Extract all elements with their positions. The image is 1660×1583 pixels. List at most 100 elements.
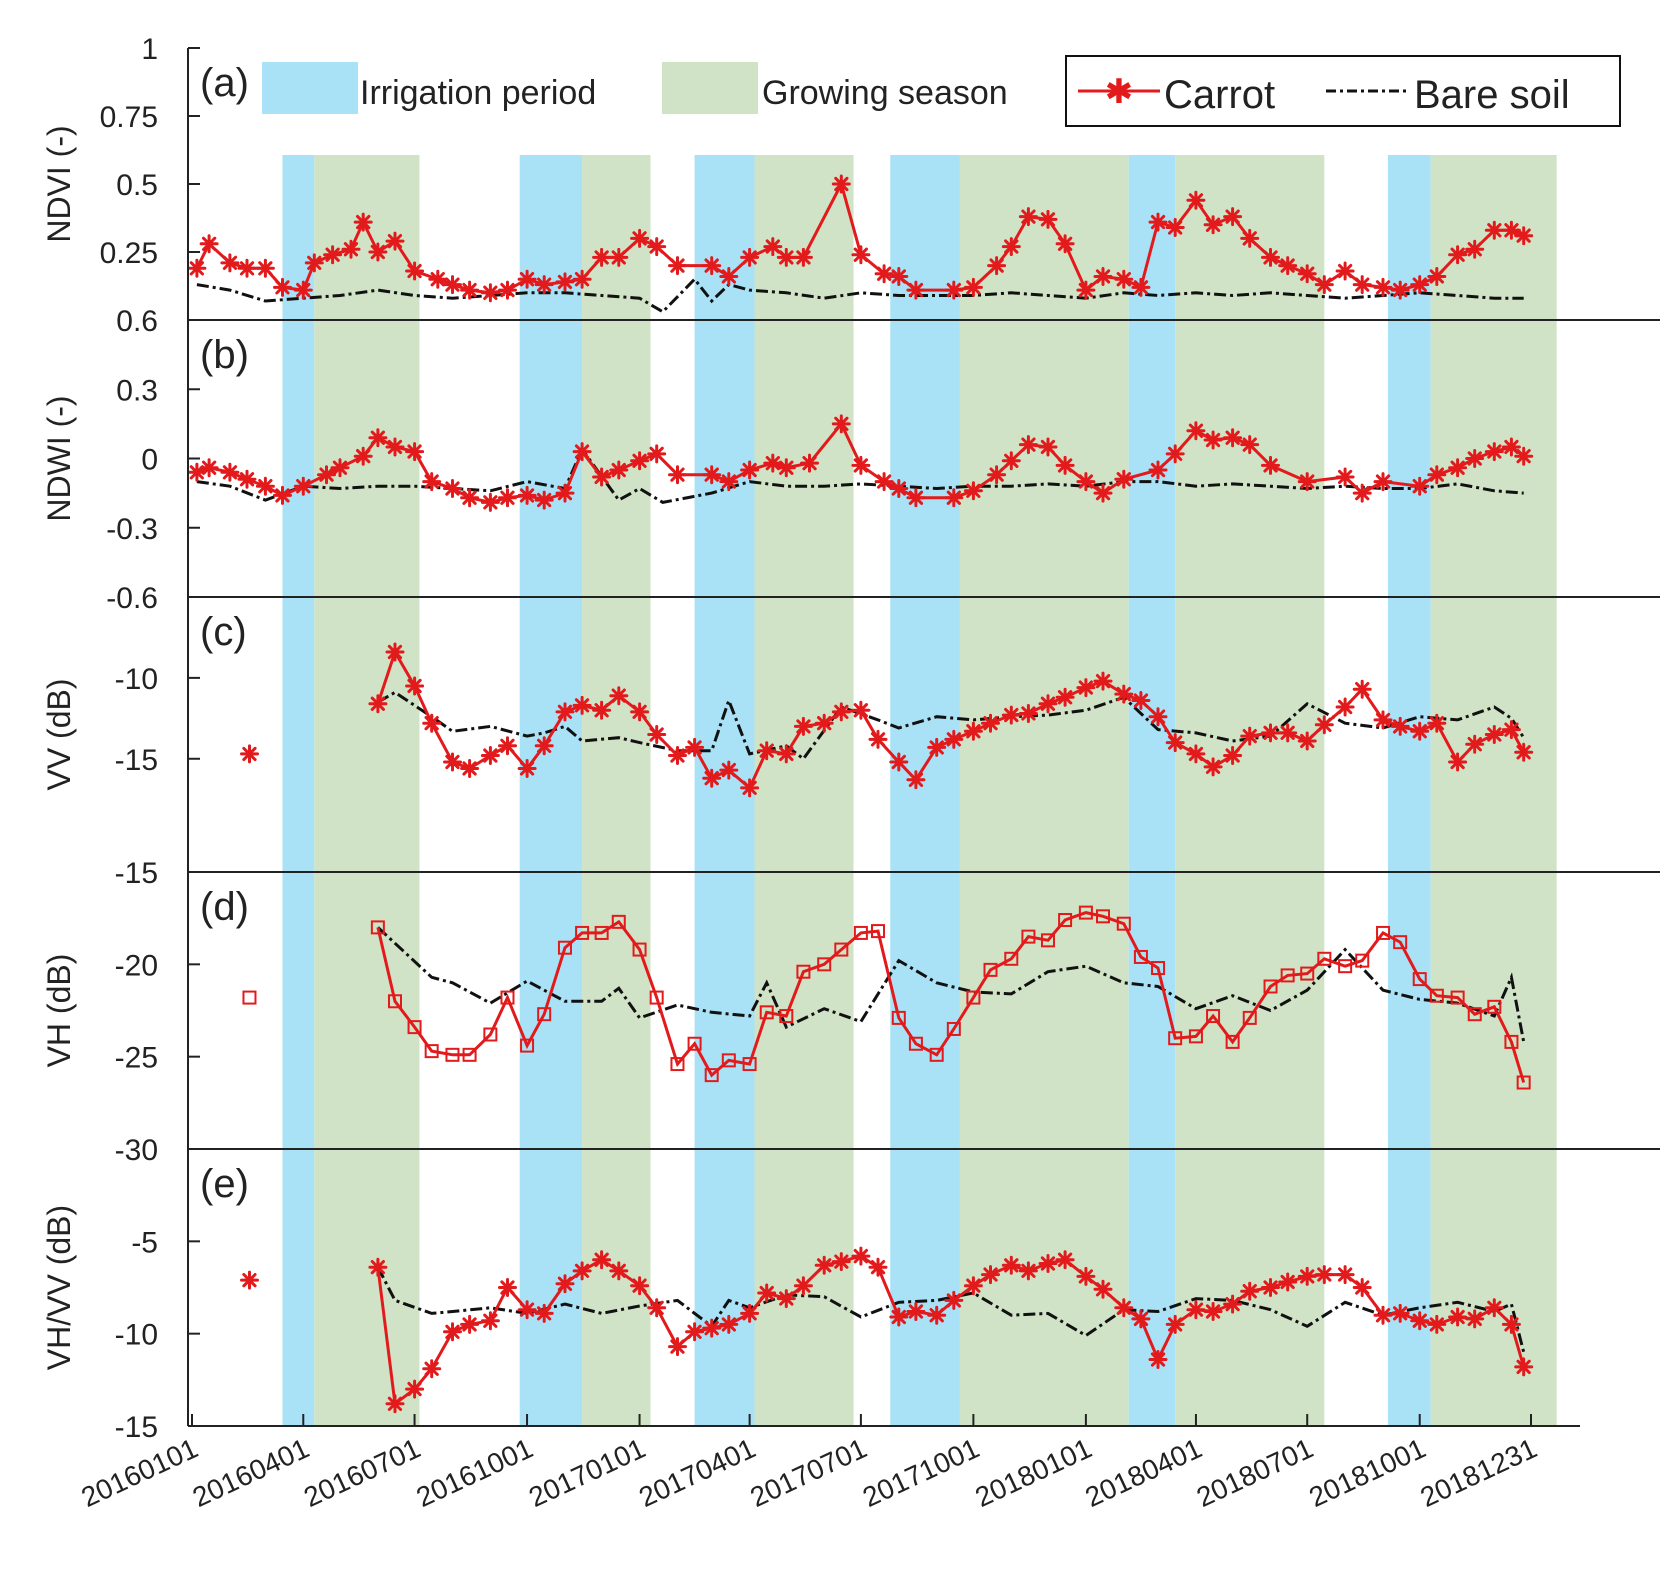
carrot-point <box>647 444 667 464</box>
carrot-point <box>220 462 240 482</box>
carrot-point <box>1114 269 1134 289</box>
carrot-point <box>1376 925 1391 940</box>
carrot-point <box>1018 207 1038 227</box>
carrot-point <box>609 247 629 267</box>
carrot-point <box>649 990 664 1005</box>
carrot-point <box>609 460 629 480</box>
carrot-point <box>630 228 650 248</box>
carrot-point <box>981 713 1000 733</box>
carrot-point <box>293 280 313 300</box>
carrot-point <box>1203 1302 1223 1321</box>
carrot-point <box>1465 449 1485 468</box>
shade-growing-9 <box>1175 155 1325 1426</box>
carrot-point <box>1186 421 1206 441</box>
carrot-point <box>1448 1307 1468 1327</box>
carrot-point <box>255 476 275 496</box>
carrot-point <box>443 275 462 295</box>
carrot-point <box>647 1298 667 1318</box>
carrot-point <box>851 1246 871 1266</box>
carrot-point <box>1427 267 1447 286</box>
carrot-point <box>445 1047 460 1062</box>
carrot-point <box>1278 1272 1298 1292</box>
carrot-point <box>555 483 575 503</box>
carrot-point <box>1131 277 1151 297</box>
carrot-point <box>630 1276 650 1296</box>
carrot-point <box>1465 239 1485 259</box>
carrot-point <box>1278 723 1298 743</box>
carrot-point <box>1410 1311 1430 1331</box>
carrot-point <box>793 1276 813 1296</box>
carrot-point <box>868 729 888 749</box>
carrot-point <box>1514 742 1534 762</box>
carrot-point <box>537 1007 552 1022</box>
carrot-point <box>572 442 592 462</box>
x-tick-label: 20171001 <box>858 1432 984 1513</box>
legend-carrot-marker: ✱ <box>1105 73 1134 111</box>
carrot-point <box>889 752 909 772</box>
carrot-point <box>702 465 722 485</box>
carrot-point <box>1514 446 1534 466</box>
carrot-point <box>946 1021 961 1036</box>
carrot-point <box>929 1047 944 1062</box>
carrot-point <box>385 231 405 251</box>
carrot-point <box>1410 275 1430 295</box>
carrot-point <box>1300 966 1315 981</box>
y-axis-1: -0.6 -0.3 0 0.3 0.6 NDWI (-) (b) <box>41 305 249 615</box>
carrot-point <box>1093 483 1113 503</box>
carrot-point <box>534 275 554 295</box>
y-tick-label: -10 <box>115 663 158 696</box>
y-tick-label: -10 <box>115 1319 158 1352</box>
y-axis-label: VH (dB) <box>41 954 77 1068</box>
carrot-point <box>963 1276 983 1296</box>
carrot-point <box>1038 694 1058 714</box>
carrot-point <box>592 247 612 267</box>
carrot-point <box>460 488 480 508</box>
shade-irrigation-10 <box>1387 155 1431 1426</box>
carrot-point <box>422 713 442 733</box>
carrot-point <box>1004 951 1019 966</box>
carrot-point <box>370 920 385 935</box>
carrot-point <box>1093 267 1113 286</box>
carrot-point <box>1501 220 1521 240</box>
x-tick-label: 20180101 <box>970 1432 1096 1513</box>
carrot-point <box>483 1027 498 1042</box>
carrot-point <box>187 258 207 278</box>
carrot-point <box>776 1289 796 1309</box>
panel-0 <box>187 174 1534 314</box>
carrot-point <box>1390 280 1410 300</box>
carrot-point <box>1001 705 1021 725</box>
panel-separators <box>188 319 1660 1150</box>
carrot-point <box>1484 442 1504 462</box>
carrot-point <box>1001 1255 1021 1275</box>
carrot-point <box>480 1311 500 1331</box>
x-tick-label: 20161001 <box>412 1432 538 1513</box>
carrot-point <box>831 1252 851 1272</box>
y-tick-label: 0 <box>141 444 158 477</box>
carrot-point <box>1148 212 1168 232</box>
carrot-point <box>1484 220 1504 240</box>
carrot-point <box>963 481 983 501</box>
y-tick-label: -5 <box>131 1226 158 1259</box>
panel-tag: (a) <box>200 61 249 105</box>
shade-growing-3 <box>582 155 651 1426</box>
carrot-point <box>1352 275 1372 295</box>
carrot-point <box>1165 733 1185 753</box>
carrot-point <box>462 1047 477 1062</box>
carrot-point <box>330 458 350 478</box>
carrot-point <box>293 476 313 496</box>
carrot-point <box>1501 1314 1521 1334</box>
carrot-point <box>609 1261 629 1281</box>
carrot-point <box>1076 280 1096 300</box>
carrot-point <box>422 472 442 492</box>
x-tick-label: 20160401 <box>188 1432 314 1513</box>
carrot-point <box>1465 1309 1485 1329</box>
carrot-point <box>1223 746 1243 765</box>
carrot-point <box>871 924 886 939</box>
carrot-point <box>944 729 964 749</box>
carrot-point <box>1188 1029 1203 1044</box>
carrot-point <box>793 716 813 736</box>
y-axis-label: VH/VV (dB) <box>41 1205 77 1370</box>
shade-growing-11 <box>1430 155 1557 1426</box>
carrot-point <box>1055 234 1075 254</box>
